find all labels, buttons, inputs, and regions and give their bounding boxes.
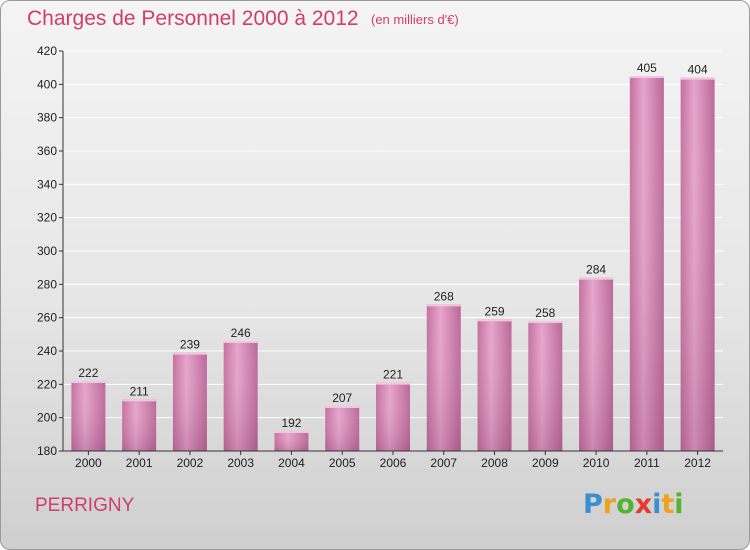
x-tick-label: 2006: [380, 456, 407, 470]
bar-top-highlight: [426, 304, 461, 307]
logo-letter: o: [616, 489, 635, 520]
bar-value-label: 405: [637, 61, 657, 75]
x-tick-label: 2004: [278, 456, 305, 470]
logo-letter: i: [652, 489, 662, 520]
y-tick-label: 400: [37, 77, 57, 91]
bar-top-highlight: [122, 399, 157, 402]
bar-value-label: 221: [383, 368, 403, 382]
y-tick-label: 300: [37, 244, 57, 258]
x-tick-label: 2000: [75, 456, 102, 470]
bar-value-label: 222: [78, 366, 98, 380]
bar-value-label: 268: [434, 289, 454, 303]
x-tick-label: 2001: [126, 456, 153, 470]
bar-top-highlight: [629, 76, 664, 78]
logo-letter: t: [661, 489, 675, 520]
bar-shade: [426, 304, 461, 451]
bar-shade: [122, 399, 157, 451]
logo-letter: r: [602, 489, 617, 520]
bar-value-label: 246: [231, 326, 251, 340]
x-tick-label: 2003: [227, 456, 254, 470]
bar-shade: [223, 341, 258, 451]
logo-letter: i: [674, 489, 684, 520]
bar-value-label: 258: [535, 306, 555, 320]
bar-top-highlight: [680, 77, 715, 80]
x-tick-label: 2009: [532, 456, 559, 470]
x-tick-label: 2008: [481, 456, 508, 470]
bar-shade: [172, 352, 207, 451]
bar-top-highlight: [172, 352, 207, 355]
bar-shade: [629, 76, 664, 451]
bar-value-label: 192: [281, 416, 301, 430]
bar-value-label: 284: [586, 263, 606, 277]
bar-top-highlight: [477, 319, 512, 322]
proxiti-logo: Proxiti: [583, 489, 684, 520]
y-tick-label: 280: [37, 277, 57, 291]
x-tick-label: 2005: [329, 456, 356, 470]
bar-shade: [477, 319, 512, 451]
logo-letter: x: [634, 489, 653, 520]
bar-shade: [274, 431, 309, 451]
y-tick-label: 360: [37, 144, 57, 158]
bar-value-label: 211: [130, 384, 149, 398]
chart-title: Charges de Personnel 2000 à 2012: [27, 7, 359, 30]
bar-top-highlight: [71, 381, 106, 383]
bar-shade: [325, 406, 360, 451]
bar-value-label: 239: [180, 338, 200, 352]
y-tick-label: 220: [37, 377, 57, 391]
chart-subtitle: (en milliers d'€): [371, 12, 459, 27]
y-tick-label: 320: [37, 211, 57, 225]
bar-value-label: 207: [332, 391, 352, 405]
bar-top-highlight: [223, 341, 258, 343]
logo-letter: P: [583, 489, 603, 520]
bar-shade: [579, 277, 614, 451]
bar-shade: [528, 321, 563, 451]
x-tick-label: 2012: [684, 456, 711, 470]
city-name: PERRIGNY: [35, 495, 135, 516]
y-tick-label: 340: [37, 177, 57, 191]
bar-value-label: 259: [485, 304, 505, 318]
bar-value-label: 404: [688, 63, 708, 77]
bar-top-highlight: [579, 277, 614, 280]
bar-shade: [680, 77, 715, 452]
x-tick-label: 2002: [177, 456, 204, 470]
y-tick-label: 240: [37, 344, 57, 358]
x-tick-label: 2007: [430, 456, 457, 470]
bar-top-highlight: [528, 321, 563, 323]
y-tick-label: 380: [37, 111, 57, 125]
y-tick-label: 260: [37, 311, 57, 325]
x-tick-label: 2011: [634, 456, 660, 470]
y-tick-label: 180: [37, 444, 57, 458]
y-tick-label: 420: [37, 44, 57, 58]
bar-top-highlight: [325, 406, 360, 408]
x-tick-label: 2010: [583, 456, 610, 470]
bar-top-highlight: [274, 431, 309, 433]
bar-top-highlight: [376, 382, 410, 385]
bar-shade: [376, 382, 410, 451]
bar-shade: [71, 381, 106, 451]
y-tick-label: 200: [37, 411, 57, 425]
